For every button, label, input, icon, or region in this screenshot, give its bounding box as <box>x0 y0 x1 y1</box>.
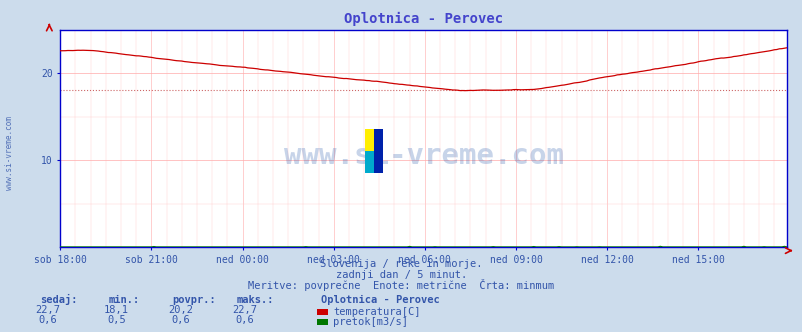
Text: Oplotnica - Perovec: Oplotnica - Perovec <box>321 295 439 305</box>
Text: sedaj:: sedaj: <box>40 294 78 305</box>
Text: 0,6: 0,6 <box>171 315 190 325</box>
Text: pretok[m3/s]: pretok[m3/s] <box>333 317 407 327</box>
Text: 0,6: 0,6 <box>38 315 58 325</box>
Text: povpr.:: povpr.: <box>172 295 216 305</box>
Text: www.si-vreme.com: www.si-vreme.com <box>5 116 14 190</box>
Text: 0,6: 0,6 <box>235 315 254 325</box>
Text: 22,7: 22,7 <box>35 305 61 315</box>
Text: temperatura[C]: temperatura[C] <box>333 307 420 317</box>
Text: 20,2: 20,2 <box>168 305 193 315</box>
Text: 22,7: 22,7 <box>232 305 257 315</box>
Text: www.si-vreme.com: www.si-vreme.com <box>283 142 563 170</box>
Text: 18,1: 18,1 <box>103 305 129 315</box>
Title: Oplotnica - Perovec: Oplotnica - Perovec <box>343 12 503 26</box>
Text: Slovenija / reke in morje.: Slovenija / reke in morje. <box>320 259 482 269</box>
Text: maks.:: maks.: <box>237 295 274 305</box>
Text: 0,5: 0,5 <box>107 315 126 325</box>
Text: zadnji dan / 5 minut.: zadnji dan / 5 minut. <box>335 270 467 280</box>
Text: Meritve: povprečne  Enote: metrične  Črta: minmum: Meritve: povprečne Enote: metrične Črta:… <box>248 279 554 291</box>
Text: min.:: min.: <box>108 295 140 305</box>
